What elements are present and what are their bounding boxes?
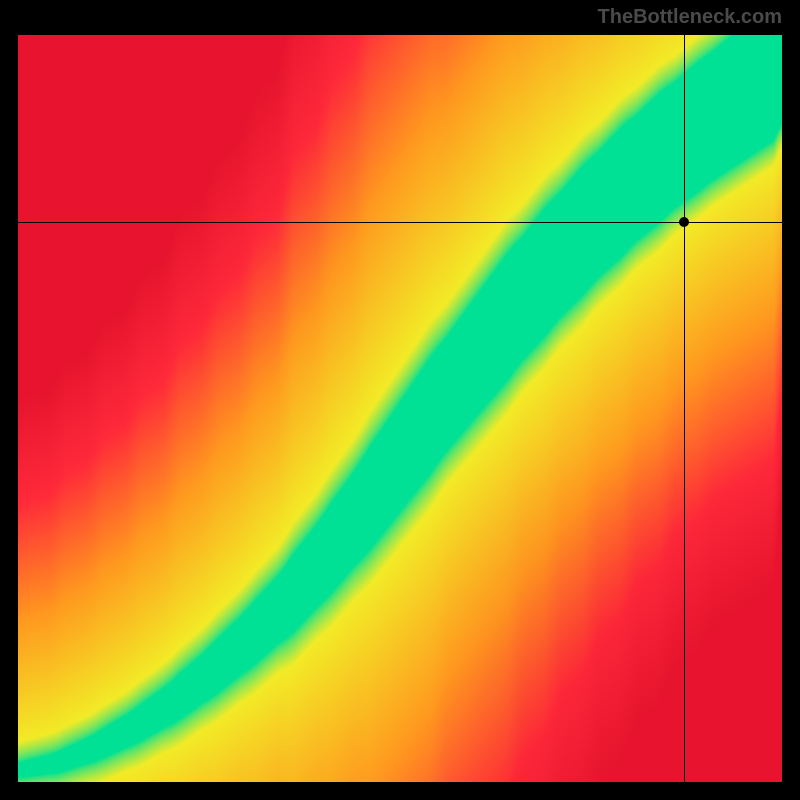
crosshair-horizontal — [18, 222, 782, 223]
heatmap-plot — [18, 35, 782, 782]
crosshair-marker — [679, 217, 689, 227]
watermark-text: TheBottleneck.com — [598, 6, 782, 29]
heatmap-canvas — [18, 35, 782, 782]
crosshair-vertical — [684, 35, 685, 782]
